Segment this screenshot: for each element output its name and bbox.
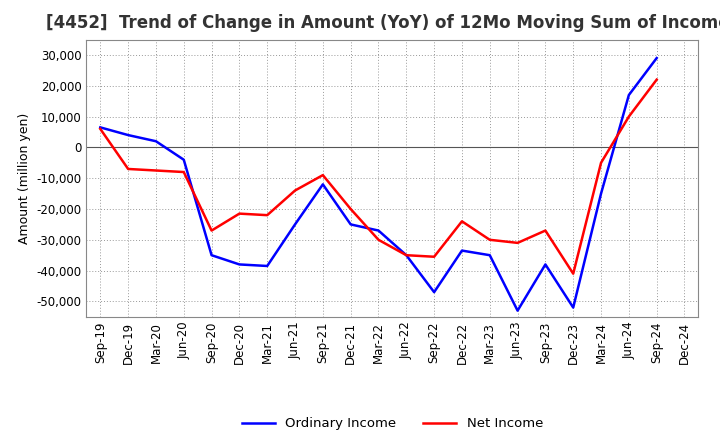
Ordinary Income <box>124 132 132 138</box>
Net Income <box>291 188 300 193</box>
Net Income <box>207 228 216 233</box>
Line: Ordinary Income: Ordinary Income <box>100 58 657 311</box>
Line: Net Income: Net Income <box>100 80 657 274</box>
Ordinary Income <box>652 55 661 61</box>
Net Income <box>458 219 467 224</box>
Net Income <box>430 254 438 259</box>
Ordinary Income <box>513 308 522 313</box>
Net Income <box>235 211 243 216</box>
Ordinary Income <box>597 191 606 196</box>
Ordinary Income <box>96 125 104 130</box>
Net Income <box>652 77 661 82</box>
Net Income <box>513 240 522 246</box>
Ordinary Income <box>374 228 383 233</box>
Ordinary Income <box>152 139 161 144</box>
Legend: Ordinary Income, Net Income: Ordinary Income, Net Income <box>237 412 548 436</box>
Ordinary Income <box>541 262 550 267</box>
Net Income <box>541 228 550 233</box>
Ordinary Income <box>318 182 327 187</box>
Net Income <box>318 172 327 178</box>
Net Income <box>485 237 494 242</box>
Net Income <box>346 206 355 212</box>
Net Income <box>624 114 633 119</box>
Ordinary Income <box>179 157 188 162</box>
Net Income <box>569 271 577 276</box>
Net Income <box>263 213 271 218</box>
Ordinary Income <box>402 253 410 258</box>
Ordinary Income <box>430 290 438 295</box>
Ordinary Income <box>569 305 577 310</box>
Ordinary Income <box>458 248 467 253</box>
Ordinary Income <box>624 92 633 98</box>
Ordinary Income <box>485 253 494 258</box>
Ordinary Income <box>207 253 216 258</box>
Net Income <box>96 126 104 132</box>
Title: [4452]  Trend of Change in Amount (YoY) of 12Mo Moving Sum of Incomes: [4452] Trend of Change in Amount (YoY) o… <box>45 15 720 33</box>
Net Income <box>124 166 132 172</box>
Y-axis label: Amount (million yen): Amount (million yen) <box>18 113 31 244</box>
Net Income <box>152 168 161 173</box>
Ordinary Income <box>235 262 243 267</box>
Net Income <box>597 160 606 165</box>
Net Income <box>402 253 410 258</box>
Net Income <box>179 169 188 175</box>
Ordinary Income <box>346 222 355 227</box>
Ordinary Income <box>263 263 271 268</box>
Net Income <box>374 237 383 242</box>
Ordinary Income <box>291 222 300 227</box>
